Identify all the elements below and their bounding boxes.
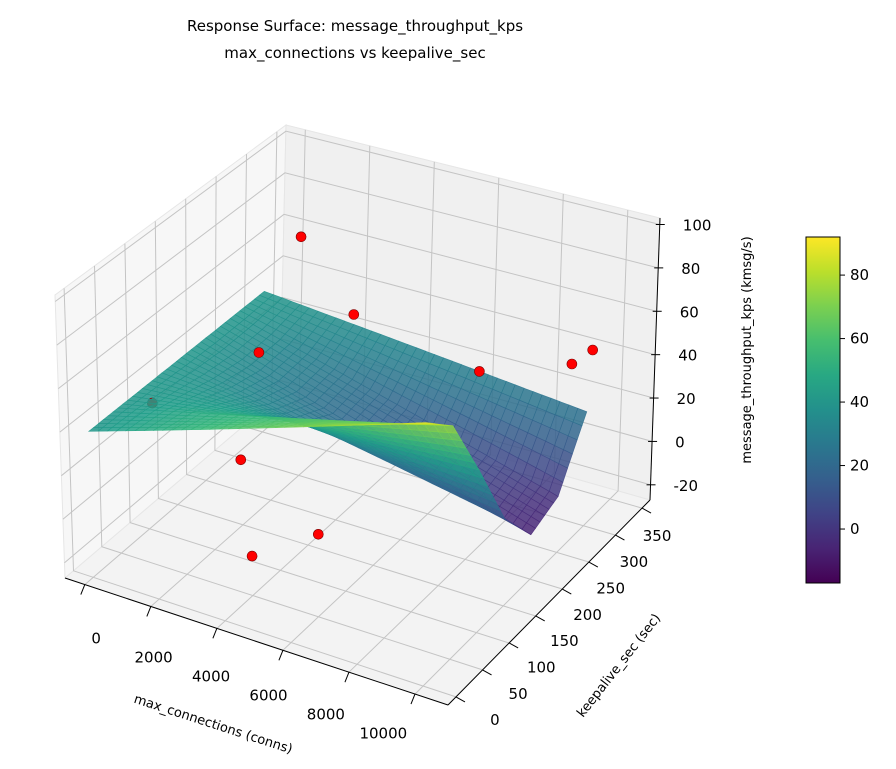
x-tick-label: 10000: [359, 725, 407, 743]
colorbar: 0 20 40 60 80: [806, 237, 869, 583]
y-tick: [562, 589, 571, 594]
surface-patch: [416, 423, 430, 424]
x-tick: [345, 672, 349, 682]
colorbar-tick-label: 20: [850, 457, 869, 475]
colorbar-tick-label: 0: [850, 520, 860, 538]
z-tick-label: 20: [677, 390, 696, 408]
z-tick-label: -20: [674, 477, 699, 495]
x-tick: [213, 628, 217, 638]
colorbar-tick-label: 40: [850, 393, 869, 411]
data-point: [588, 345, 598, 355]
data-point: [296, 232, 306, 242]
y-tick: [536, 616, 545, 621]
x-tick-label: 8000: [307, 706, 345, 724]
x-tick-label: 0: [91, 630, 101, 648]
data-point: [567, 359, 577, 369]
data-point: [254, 348, 264, 358]
colorbar-tick-label: 60: [850, 330, 869, 348]
y-tick-label: 100: [527, 659, 556, 677]
y-tick: [615, 535, 624, 540]
y-tick-label: 350: [643, 527, 672, 545]
z-tick-label: 80: [681, 260, 700, 278]
x-tick-label: 6000: [249, 687, 287, 705]
z-tick-label: 100: [683, 217, 712, 235]
data-point: [236, 455, 246, 465]
y-tick: [483, 670, 492, 675]
z-axis-label: message_throughput_kps (kmsg/s): [740, 236, 755, 463]
y-tick-label: 200: [573, 606, 602, 624]
data-point: [474, 366, 484, 376]
z-tick-label: 40: [678, 347, 697, 365]
y-tick-label: 0: [490, 711, 500, 729]
z-tick-label: 60: [680, 303, 699, 321]
y-tick: [456, 697, 465, 702]
chart-title: Response Surface: message_throughput_kps: [187, 17, 523, 36]
y-tick-label: 250: [596, 580, 625, 598]
data-point: [313, 529, 323, 539]
z-tick-label: 0: [675, 433, 685, 451]
y-tick: [589, 562, 598, 567]
y-tick-label: 300: [620, 553, 649, 571]
x-tick: [81, 585, 85, 595]
colorbar-tick-label: 80: [850, 266, 869, 284]
y-tick-label: 150: [550, 632, 579, 650]
x-tick: [279, 650, 283, 660]
data-point: [247, 551, 257, 561]
y-axis-label: keepalive_sec (sec): [574, 611, 664, 720]
x-tick-label: 4000: [192, 668, 230, 686]
y-tick: [642, 508, 651, 513]
x-tick: [147, 606, 151, 616]
x-tick-label: 2000: [135, 649, 173, 667]
y-tick: [509, 643, 518, 648]
chart-subtitle: max_connections vs keepalive_sec: [224, 44, 485, 63]
colorbar-gradient: [806, 237, 840, 583]
data-point: [349, 310, 359, 320]
y-tick-label: 50: [509, 685, 528, 703]
x-tick: [411, 694, 415, 704]
